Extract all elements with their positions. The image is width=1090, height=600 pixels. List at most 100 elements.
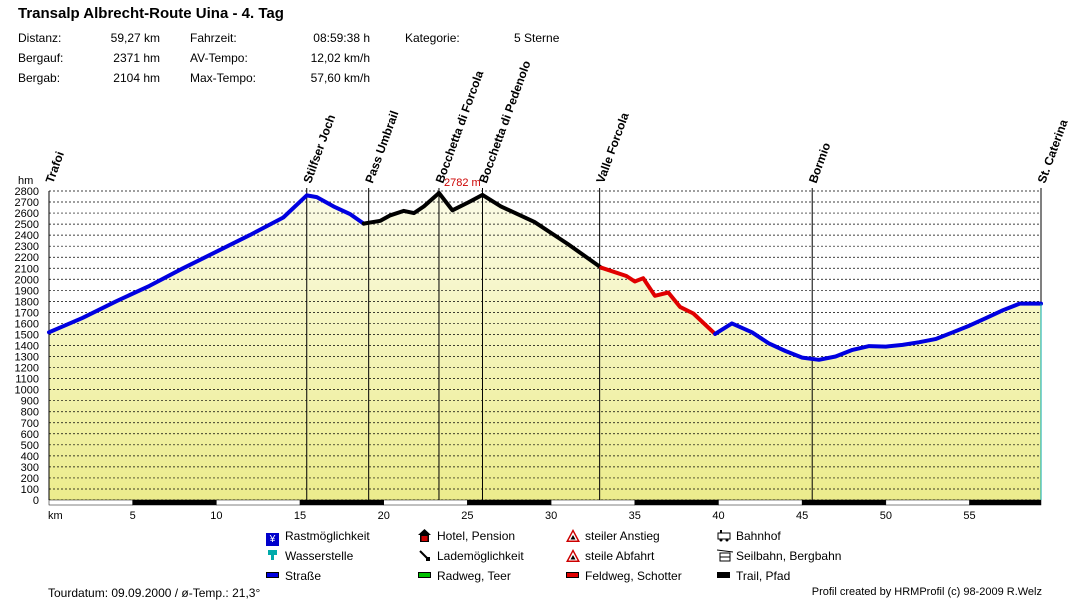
xtick-label-40: 40 [712, 510, 724, 522]
legend-label: Rastmöglichkeit [285, 529, 370, 543]
axis-band-segment [299, 499, 384, 506]
legend-label: steile Abfahrt [585, 549, 655, 563]
legend-item: Straße [266, 569, 321, 583]
legend-label: Straße [285, 569, 322, 583]
legend-item: ¥ Rastmöglichkeit [266, 529, 370, 546]
ytick-label-1800: 1800 [15, 296, 39, 308]
xtick-label-20: 20 [378, 510, 390, 522]
bergab-value: 2104 hm [113, 71, 160, 85]
legend-item: Wasserstelle [266, 549, 353, 563]
blue-line-icon [266, 569, 279, 582]
xtick-label-15: 15 [294, 510, 306, 522]
fork-knife-icon: ¥ [266, 533, 279, 546]
ytick-label-800: 800 [21, 407, 39, 419]
waypoint-label: Trafoi [43, 150, 67, 185]
legend-item: Seilbahn, Bergbahn [716, 549, 842, 563]
fahrzeit-value: 08:59:38 h [313, 31, 370, 45]
distanz-value: 59,27 km [110, 31, 160, 45]
page-title: Transalp Albrecht-Route Uina - 4. Tag [18, 5, 284, 22]
legend-item: steiler Anstieg [566, 529, 660, 543]
legend-label: Feldweg, Schotter [585, 569, 682, 583]
legend-label: Radweg, Teer [437, 569, 511, 583]
fahrzeit-label: Fahrzeit: [190, 31, 237, 45]
bergauf-value: 2371 hm [113, 51, 160, 65]
axis-band-segment [132, 499, 217, 506]
ytick-label-2500: 2500 [15, 219, 39, 231]
ytick-label-100: 100 [21, 484, 39, 496]
legend-label: Lademöglichkeit [437, 549, 524, 563]
ytick-label-0: 0 [33, 495, 39, 507]
legend-item: Hotel, Pension [418, 529, 515, 543]
xtick-label-50: 50 [880, 510, 892, 522]
ytick-label-1200: 1200 [15, 363, 39, 375]
waypoint-label: St. Caterina [1035, 117, 1071, 185]
ytick-label-2300: 2300 [15, 241, 39, 253]
warning-triangle-icon [566, 529, 580, 542]
cablecar-icon [716, 549, 734, 562]
waypoint-label: Stilfser Joch [300, 113, 338, 185]
max-elevation-label: 2782 m [444, 177, 481, 189]
ytick-label-600: 600 [21, 429, 39, 441]
ytick-label-2100: 2100 [15, 263, 39, 275]
ytick-label-2200: 2200 [15, 252, 39, 264]
axis-band-segment [634, 499, 719, 506]
axis-band-segment [718, 499, 803, 506]
axis-band-segment [216, 499, 301, 506]
xtick-label-35: 35 [629, 510, 641, 522]
legend-item: Lademöglichkeit [418, 549, 524, 563]
red-line-icon [566, 569, 579, 582]
ytick-label-400: 400 [21, 451, 39, 463]
tap-icon [266, 549, 279, 562]
ytick-label-1500: 1500 [15, 329, 39, 341]
house-icon [418, 529, 431, 542]
axis-band-segment [48, 499, 133, 506]
axis-band-segment [550, 499, 636, 506]
ytick-label-1700: 1700 [15, 307, 39, 319]
axis-band-segment [383, 499, 468, 506]
ytick-label-2800: 2800 [15, 186, 39, 198]
legend-label: Seilbahn, Bergbahn [736, 549, 842, 563]
series-line-feldwegschotter [599, 265, 718, 336]
ytick-label-700: 700 [21, 418, 39, 430]
y-axis-label: hm [18, 175, 33, 187]
legend-item: steile Abfahrt [566, 549, 654, 563]
av-tempo-value: 12,02 km/h [310, 51, 370, 65]
legend-label: Hotel, Pension [437, 529, 516, 543]
bergauf-label: Bergauf: [18, 51, 64, 65]
axis-band-segment [467, 499, 552, 506]
footer-credit: Profil created by HRMProfil (c) 98-2009 … [811, 586, 1042, 598]
ytick-label-1300: 1300 [15, 352, 39, 364]
distanz-label: Distanz: [18, 31, 62, 45]
axis-band-segment [969, 499, 1042, 506]
kategorie-value: 5 Sterne [514, 31, 560, 45]
ytick-label-200: 200 [21, 473, 39, 485]
legend-item: Feldweg, Schotter [566, 569, 682, 583]
ytick-label-300: 300 [21, 462, 39, 474]
series-line-strae [47, 193, 366, 335]
legend-label: Trail, Pfad [736, 569, 791, 583]
legend-label: Bahnhof [736, 529, 781, 543]
xtick-label-5: 5 [130, 510, 136, 522]
max-tempo-label: Max-Tempo: [190, 71, 257, 85]
xtick-label-30: 30 [545, 510, 557, 522]
xtick-label-10: 10 [210, 510, 222, 522]
ytick-label-1000: 1000 [15, 385, 39, 397]
waypoint-label: Pass Umbrail [362, 109, 401, 185]
waypoint-label: Valle Forcola [593, 110, 632, 185]
series-line-trailpfad [361, 191, 604, 270]
kategorie-label: Kategorie: [405, 31, 460, 45]
ytick-label-2400: 2400 [15, 230, 39, 242]
ytick-label-2000: 2000 [15, 274, 39, 286]
black-line-icon [717, 569, 730, 582]
axis-band-segment [801, 499, 887, 506]
ytick-label-900: 900 [21, 396, 39, 408]
waypoint-label: Bormio [806, 141, 834, 185]
footer-tour-date: Tourdatum: 09.09.2000 / ø-Temp.: 21,3° [48, 586, 261, 600]
legend-item: Radweg, Teer [418, 569, 511, 583]
ytick-label-1600: 1600 [15, 318, 39, 330]
ytick-label-2700: 2700 [15, 197, 39, 209]
train-icon [717, 529, 731, 542]
bergab-label: Bergab: [18, 71, 61, 85]
warning-triangle-icon [566, 549, 580, 562]
